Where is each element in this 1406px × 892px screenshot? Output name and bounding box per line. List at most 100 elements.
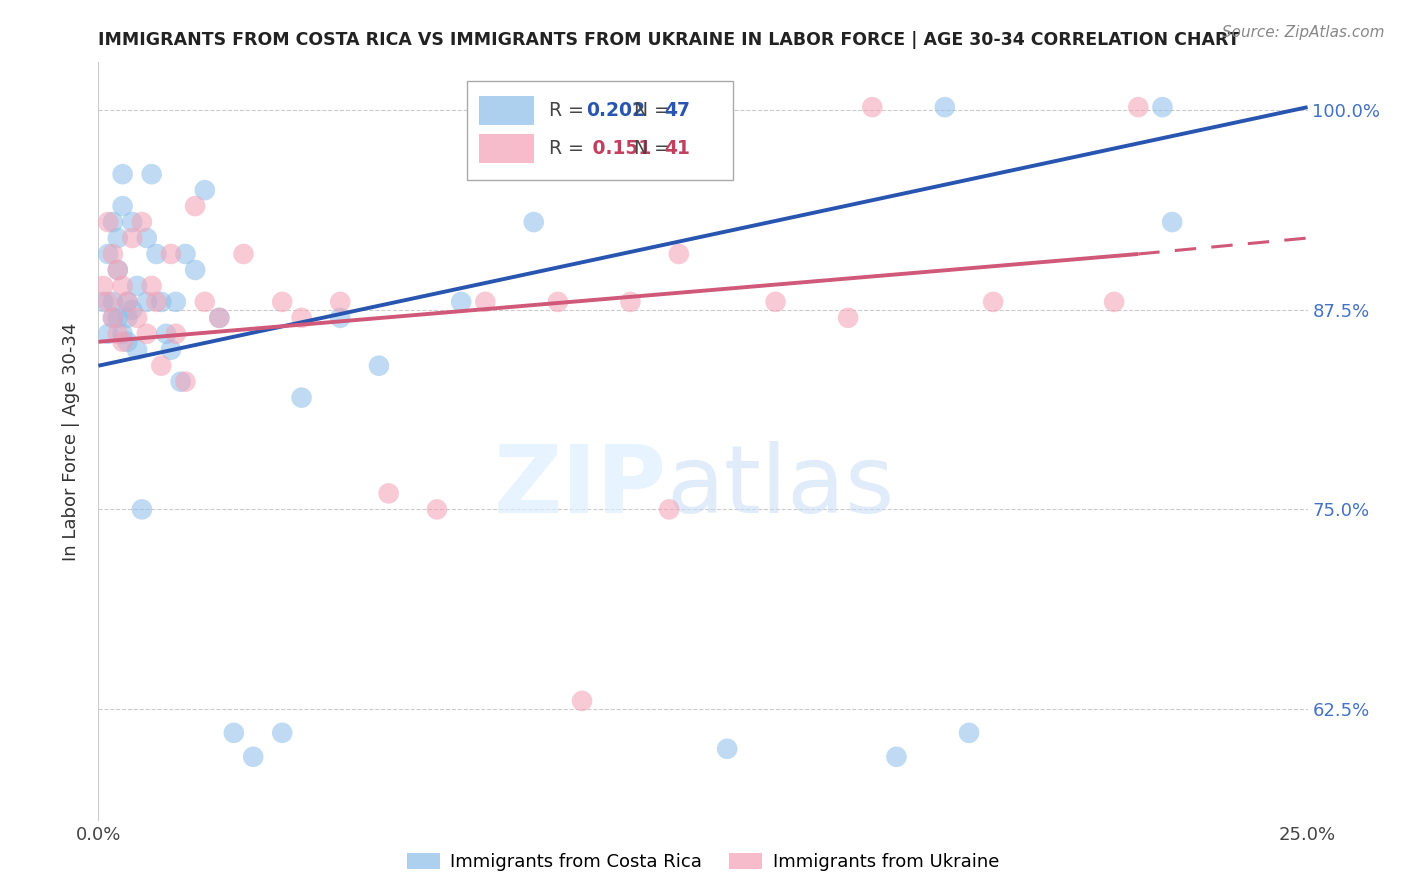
Point [368,359,391,373]
Point [290,310,312,325]
Point [117,294,139,309]
Point [107,310,129,325]
Point [145,247,167,261]
Point [97,247,120,261]
Text: Source: ZipAtlas.com: Source: ZipAtlas.com [1222,25,1385,40]
Point [377,486,399,500]
Point [107,263,129,277]
Point [131,215,153,229]
Point [91,279,114,293]
Point [155,326,177,341]
Point [194,183,217,197]
Point [101,310,124,325]
Point [571,694,593,708]
Point [981,294,1004,309]
Point [165,326,187,341]
Point [135,231,157,245]
Point [117,334,139,349]
FancyBboxPatch shape [479,95,534,125]
Point [117,294,139,309]
FancyBboxPatch shape [479,134,534,162]
Point [91,294,114,309]
Point [474,294,496,309]
Point [145,294,167,309]
Point [1161,215,1184,229]
Point [101,294,124,309]
Point [174,375,197,389]
Point [97,215,120,229]
Point [329,310,352,325]
Point [160,343,183,357]
Point [165,294,187,309]
Point [547,294,569,309]
Text: R =: R = [550,138,591,158]
Text: 0.151: 0.151 [586,138,651,158]
Text: ZIP: ZIP [494,441,666,533]
Text: IMMIGRANTS FROM COSTA RICA VS IMMIGRANTS FROM UKRAINE IN LABOR FORCE | AGE 30-34: IMMIGRANTS FROM COSTA RICA VS IMMIGRANTS… [98,31,1240,49]
Point [160,247,183,261]
Point [886,749,908,764]
Legend: Immigrants from Costa Rica, Immigrants from Ukraine: Immigrants from Costa Rica, Immigrants f… [399,846,1007,879]
Point [111,199,134,213]
Point [716,741,738,756]
Text: 47: 47 [664,101,690,120]
Point [131,502,153,516]
Point [619,294,641,309]
Text: R =: R = [550,101,591,120]
Point [837,310,859,325]
Point [184,263,207,277]
Point [107,263,129,277]
Point [222,726,245,740]
Point [127,343,149,357]
Point [271,726,294,740]
Point [97,294,120,309]
Y-axis label: In Labor Force | Age 30-34: In Labor Force | Age 30-34 [62,322,80,561]
Point [765,294,787,309]
Point [111,334,134,349]
Point [121,215,143,229]
Point [934,100,956,114]
Point [169,375,191,389]
Point [117,310,139,325]
Point [97,326,120,341]
Point [194,294,217,309]
Point [174,247,197,261]
Point [111,279,134,293]
Point [111,167,134,181]
Point [184,199,207,213]
Point [150,294,173,309]
FancyBboxPatch shape [467,81,734,180]
Point [860,100,883,114]
Point [127,310,149,325]
Point [232,247,254,261]
Point [107,326,129,341]
Point [141,167,163,181]
Point [1152,100,1174,114]
Point [107,231,129,245]
Text: 0.202: 0.202 [586,101,645,120]
Text: atlas: atlas [666,441,896,533]
Point [668,247,690,261]
Point [426,502,449,516]
Point [101,247,124,261]
Point [1102,294,1125,309]
Point [208,310,231,325]
Point [329,294,352,309]
Point [111,326,134,341]
Text: N =: N = [634,101,676,120]
Point [658,502,681,516]
Point [957,726,980,740]
Point [135,294,157,309]
Point [450,294,472,309]
Point [523,215,546,229]
Point [135,326,157,341]
Text: 41: 41 [664,138,690,158]
Point [242,749,264,764]
Text: N =: N = [634,138,676,158]
Point [121,231,143,245]
Point [208,310,231,325]
Point [101,310,124,325]
Point [290,391,312,405]
Point [141,279,163,293]
Point [150,359,173,373]
